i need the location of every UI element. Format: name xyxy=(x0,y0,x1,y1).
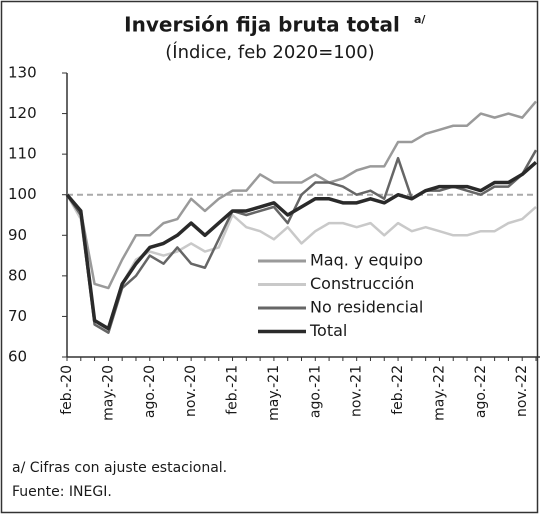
x-tick-label: nov.-22 xyxy=(514,365,530,417)
x-tick-label: ago.-22 xyxy=(473,365,489,418)
x-tick-label: ago.-20 xyxy=(142,365,158,418)
chart-subtitle: (Índice, feb 2020=100) xyxy=(165,41,374,63)
source: Fuente: INEGI. xyxy=(12,484,112,500)
legend-label: Maq. y equipo xyxy=(310,251,423,270)
x-tick-label: feb.-22 xyxy=(390,365,406,415)
y-tick-label: 130 xyxy=(8,64,37,82)
chart-title: Inversión fija bruta total xyxy=(124,13,400,37)
y-tick-label: 110 xyxy=(8,145,37,163)
legend-label: No residencial xyxy=(310,298,423,317)
series-line xyxy=(65,160,538,331)
x-tick-label: ago.-21 xyxy=(307,365,323,418)
x-tick-label: nov.-20 xyxy=(183,365,199,417)
series-line xyxy=(66,100,537,290)
footnote: a/ Cifras con ajuste estacional. xyxy=(12,460,227,476)
x-tick-label: feb.-21 xyxy=(225,365,241,415)
y-tick-label: 120 xyxy=(8,104,37,122)
y-tick-label: 60 xyxy=(8,348,27,366)
y-tick-label: 80 xyxy=(8,266,27,284)
y-tick-label: 90 xyxy=(8,226,27,244)
x-tick-label: feb.-20 xyxy=(59,365,75,415)
x-tick-label: may.-21 xyxy=(266,365,282,421)
x-tick-label: nov.-21 xyxy=(349,365,365,417)
x-tick-label: may.-22 xyxy=(431,365,447,421)
y-tick-label: 70 xyxy=(8,307,27,325)
title-superscript: a/ xyxy=(414,13,426,26)
y-tick-label: 100 xyxy=(8,185,37,203)
x-tick-label: may.-20 xyxy=(100,365,116,421)
legend-label: Construcción xyxy=(310,274,414,293)
legend-label: Total xyxy=(309,321,347,340)
